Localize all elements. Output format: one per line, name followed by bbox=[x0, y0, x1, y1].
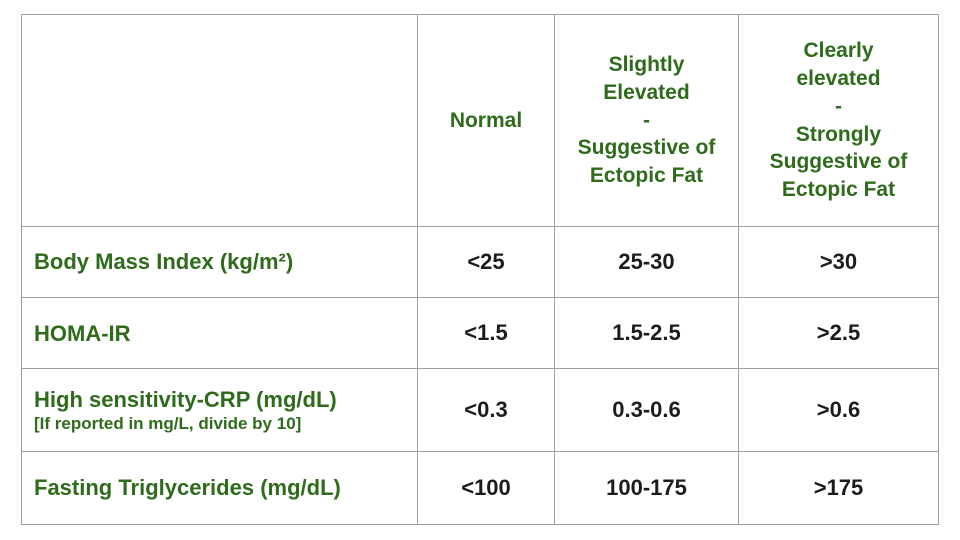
column-header-slightly-elevated: Slightly Elevated - Suggestive of Ectopi… bbox=[554, 14, 739, 227]
cell-crp-normal: <0.3 bbox=[417, 368, 555, 452]
row-label-text: High sensitivity-CRP (mg/dL) bbox=[34, 387, 337, 413]
table-row-homa-ir: HOMA-IR <1.5 1.5-2.5 >2.5 bbox=[21, 297, 939, 370]
cell-crp-clearly-elevated: >0.6 bbox=[738, 368, 939, 452]
table-row-hs-crp: High sensitivity-CRP (mg/dL) [If reporte… bbox=[21, 368, 939, 452]
header-row: Normal Slightly Elevated - Suggestive of… bbox=[21, 14, 939, 227]
cell-bmi-normal: <25 bbox=[417, 225, 555, 299]
cell-bmi-clearly-elevated: >30 bbox=[738, 225, 939, 299]
cell-homa-slightly-elevated: 1.5-2.5 bbox=[554, 297, 739, 370]
cell-crp-slightly-elevated: 0.3-0.6 bbox=[554, 368, 739, 452]
cell-trig-slightly-elevated: 100-175 bbox=[554, 450, 739, 526]
row-label-text: Fasting Triglycerides (mg/dL) bbox=[34, 475, 341, 501]
row-label-text: Body Mass Index (kg/m²) bbox=[34, 249, 294, 275]
row-label-homa-ir: HOMA-IR bbox=[21, 297, 418, 370]
table-row-triglycerides: Fasting Triglycerides (mg/dL) <100 100-1… bbox=[21, 450, 939, 526]
cell-bmi-slightly-elevated: 25-30 bbox=[554, 225, 739, 299]
cell-homa-clearly-elevated: >2.5 bbox=[738, 297, 939, 370]
table-row-bmi: Body Mass Index (kg/m²) <25 25-30 >30 bbox=[21, 225, 939, 299]
row-label-text: HOMA-IR bbox=[34, 320, 131, 346]
row-label-triglycerides: Fasting Triglycerides (mg/dL) bbox=[21, 450, 418, 526]
column-header-normal: Normal bbox=[417, 14, 555, 227]
column-header-clearly-elevated: Clearly elevated - Strongly Suggestive o… bbox=[738, 14, 939, 227]
cell-trig-clearly-elevated: >175 bbox=[738, 450, 939, 526]
cell-homa-normal: <1.5 bbox=[417, 297, 555, 370]
row-label-hs-crp: High sensitivity-CRP (mg/dL) [If reporte… bbox=[21, 368, 418, 452]
row-label-bmi: Body Mass Index (kg/m²) bbox=[21, 225, 418, 299]
corner-header-cell bbox=[21, 14, 418, 227]
row-sublabel-text: [If reported in mg/L, divide by 10] bbox=[34, 413, 302, 433]
ectopic-fat-reference-table: Normal Slightly Elevated - Suggestive of… bbox=[21, 14, 939, 526]
cell-trig-normal: <100 bbox=[417, 450, 555, 526]
